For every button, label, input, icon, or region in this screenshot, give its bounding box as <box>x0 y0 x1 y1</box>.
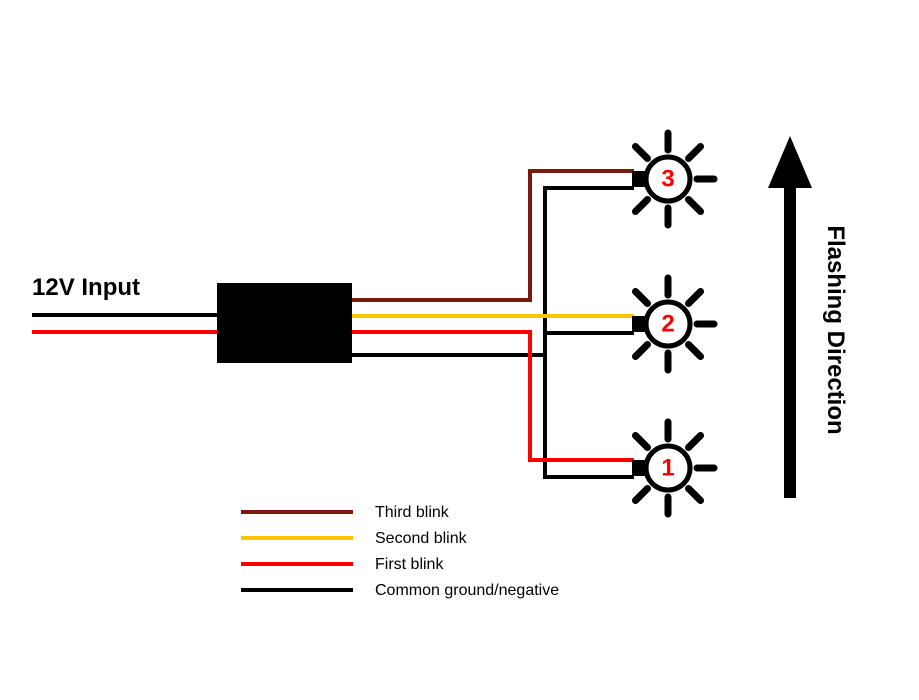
legend-label: Third blink <box>375 504 450 521</box>
bulb-ray-icon <box>635 146 647 158</box>
controller-module <box>217 283 352 363</box>
legend-label: Second blink <box>375 530 468 547</box>
direction-label: Flashing Direction <box>822 225 849 434</box>
bulb-number: 3 <box>661 166 674 193</box>
wire-out2-ground <box>352 333 634 355</box>
bulb-ray-icon <box>689 435 701 447</box>
bulb-ray-icon <box>635 435 647 447</box>
bulb-3: 3 <box>632 133 714 225</box>
bulb-ray-icon <box>635 291 647 303</box>
bulb-number: 2 <box>661 311 674 338</box>
bulb-1: 1 <box>632 422 714 514</box>
bulb-ray-icon <box>635 200 647 212</box>
bulb-ray-icon <box>689 146 701 158</box>
bulb-ray-icon <box>689 345 701 357</box>
bulb-number: 1 <box>661 455 674 482</box>
bulb-ray-icon <box>635 489 647 501</box>
bulb-ray-icon <box>689 291 701 303</box>
direction-arrow-shaft <box>784 182 796 498</box>
bulb-ray-icon <box>689 200 701 212</box>
wire-out1-signal <box>352 332 634 460</box>
input-label: 12V Input <box>32 274 140 301</box>
wire-out3-ground <box>352 188 634 355</box>
direction-arrow-head-icon <box>768 136 812 188</box>
wire-out3-signal <box>352 171 634 300</box>
legend-label: Common ground/negative <box>375 582 559 599</box>
bulb-2: 2 <box>632 278 714 370</box>
bulb-ray-icon <box>635 345 647 357</box>
legend-label: First blink <box>375 556 444 573</box>
bulb-ray-icon <box>689 489 701 501</box>
